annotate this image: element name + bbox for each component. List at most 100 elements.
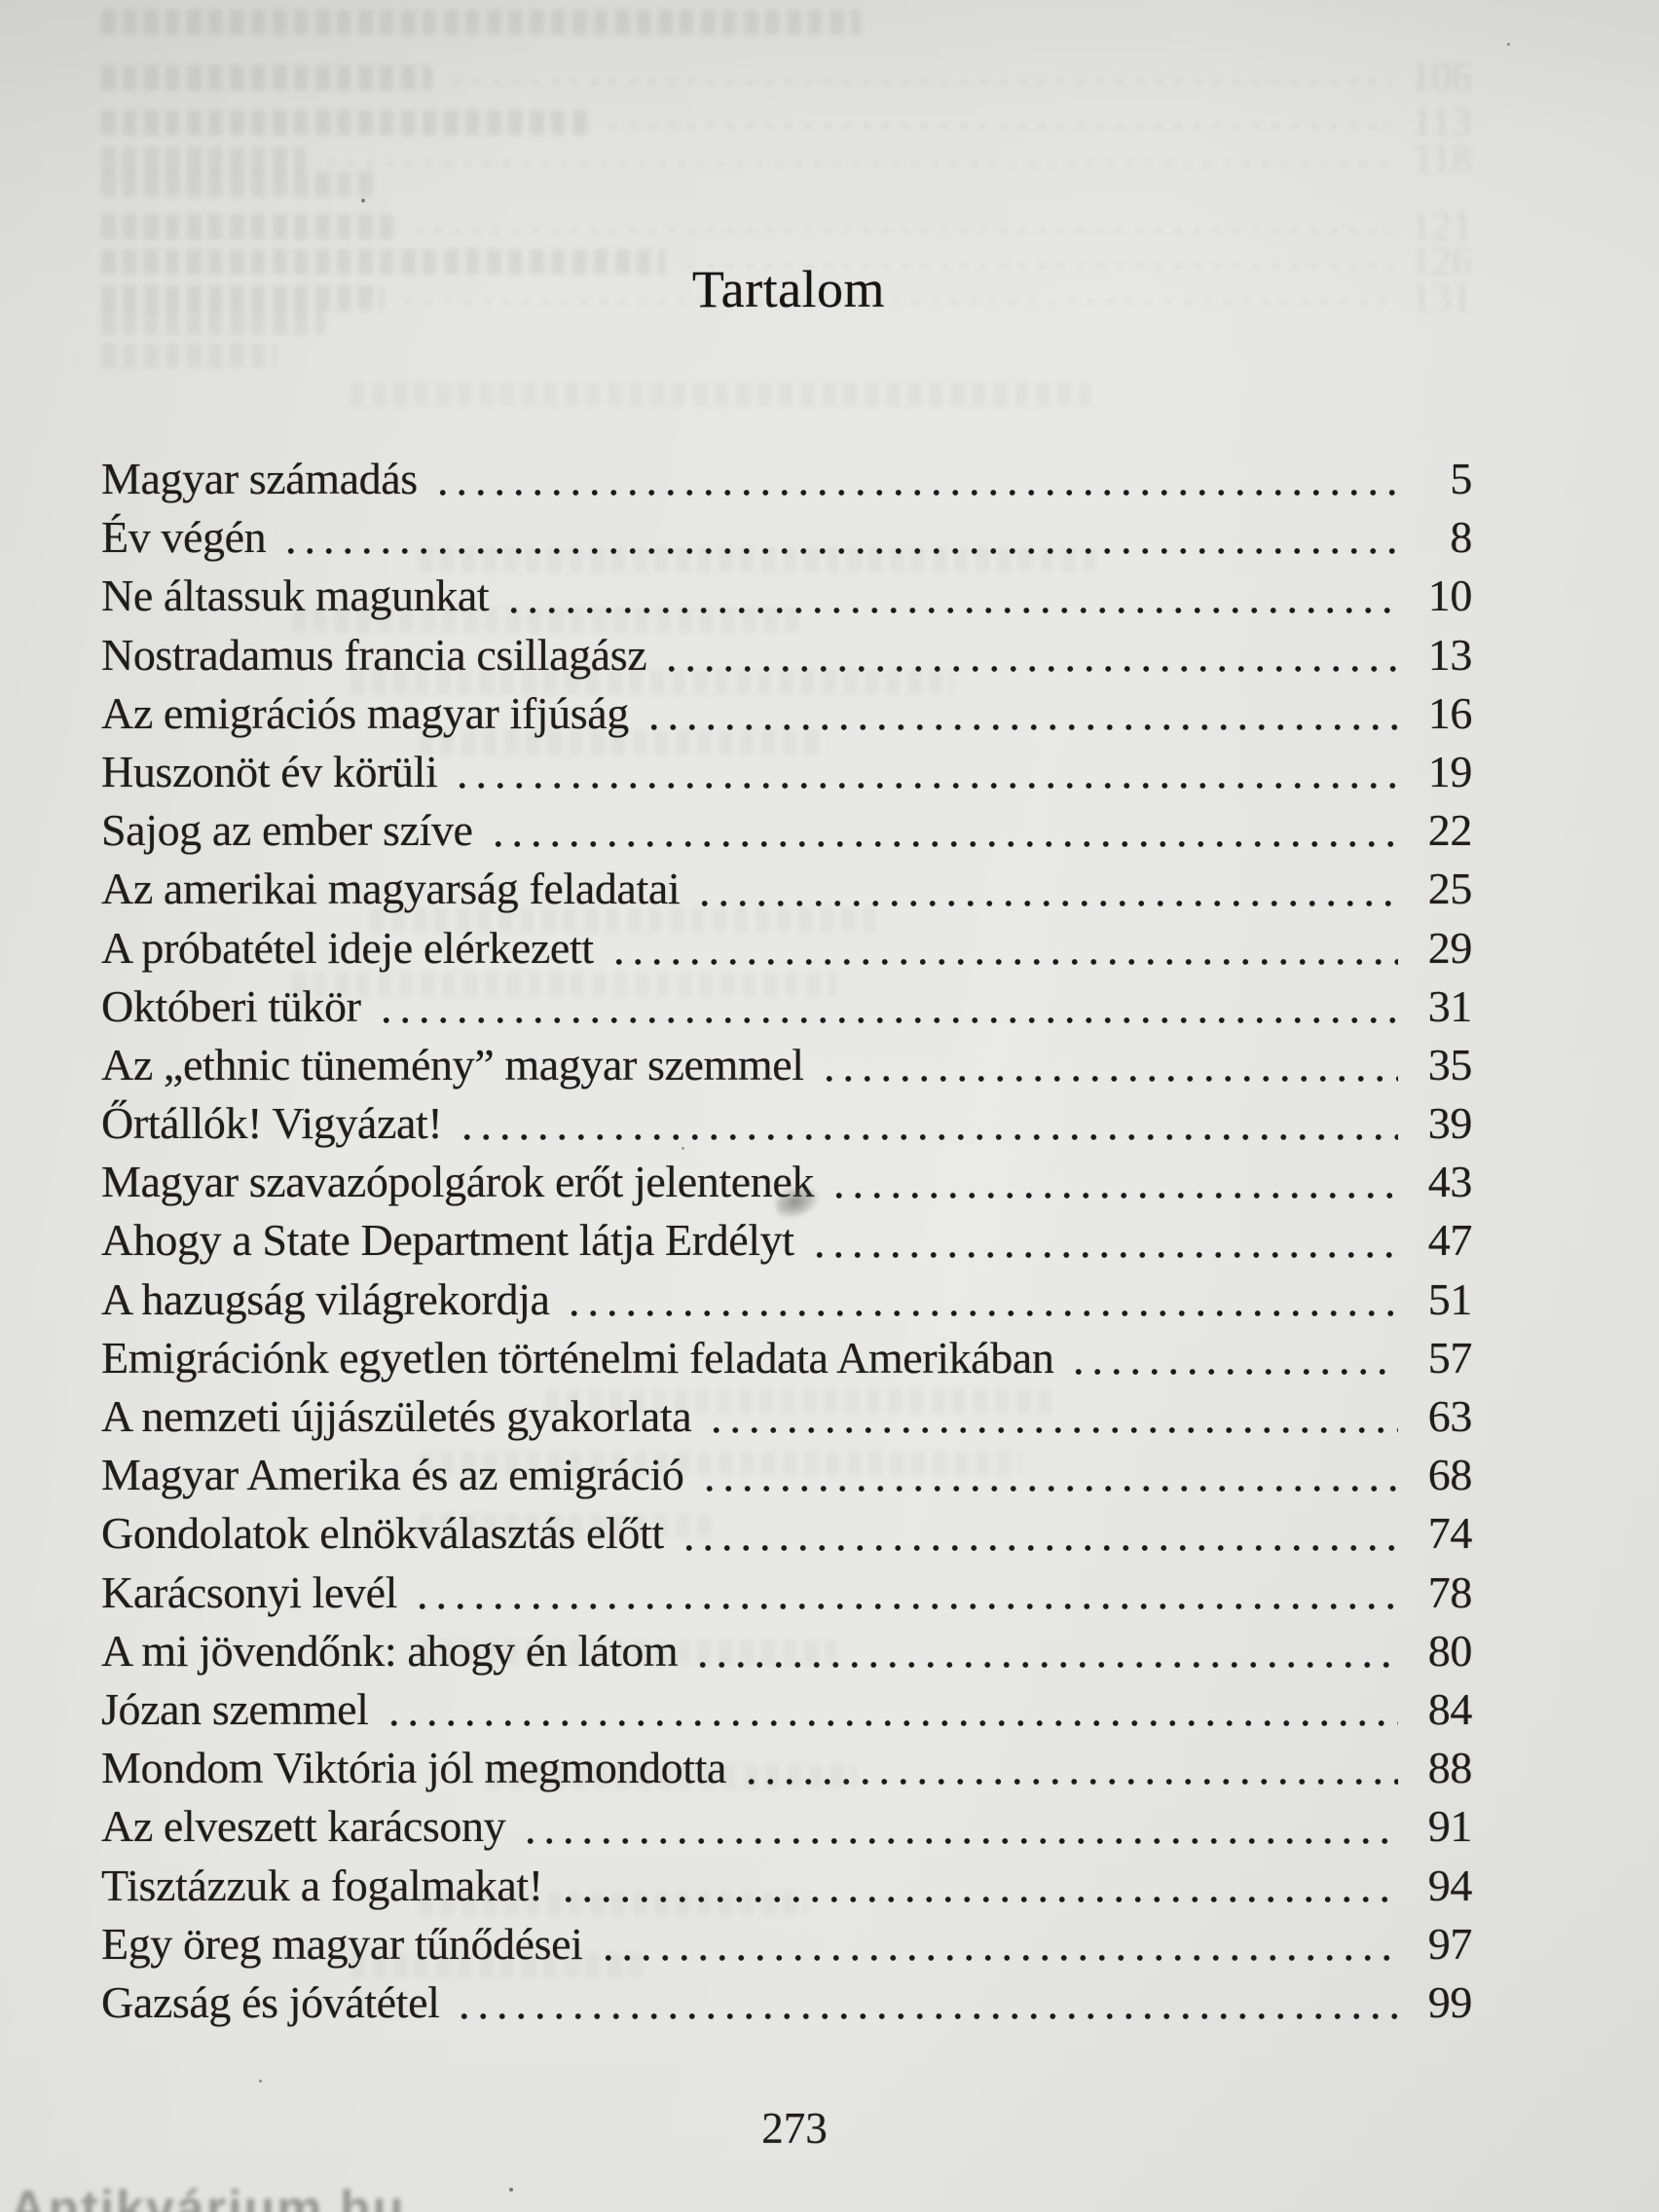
toc-entry-page-number: 8 bbox=[1450, 512, 1472, 563]
bleed-through-line bbox=[101, 171, 1472, 197]
paper-speck bbox=[361, 199, 365, 203]
folio-page-number: 273 bbox=[761, 2104, 828, 2153]
toc-entry: Magyar szavazópolgárok erőt jelentenek 43 bbox=[101, 1153, 1472, 1211]
dot-leader bbox=[691, 1660, 1398, 1669]
bleed-through-line: 113 bbox=[101, 99, 1472, 146]
toc-entry-page-number: 39 bbox=[1427, 1098, 1473, 1149]
bleed-through-text-smear bbox=[350, 670, 954, 695]
toc-entry: Karácsonyi levél 78 bbox=[101, 1564, 1472, 1622]
toc-entry-title: Józan szemmel bbox=[101, 1683, 369, 1734]
bleed-through-text-smear bbox=[350, 1953, 643, 1978]
toc-entry: Az „ethnic tünemény” magyar szemmel 35 bbox=[101, 1036, 1472, 1094]
bleed-through-dot-leader bbox=[682, 263, 1392, 269]
toc-entry-page-number: 25 bbox=[1427, 864, 1473, 914]
toc-entry-page-number: 22 bbox=[1427, 805, 1473, 856]
dot-leader bbox=[410, 1602, 1398, 1610]
bleed-through-text-smear bbox=[101, 171, 374, 197]
bleed-through-text-smear bbox=[545, 1388, 1051, 1414]
bleed-through-line bbox=[350, 670, 954, 695]
bleed-through-line bbox=[350, 382, 1090, 407]
bleed-through-text-smear bbox=[101, 147, 306, 172]
bleed-through-line bbox=[419, 1891, 808, 1916]
toc-entry: Huszonöt év körüli 19 bbox=[101, 743, 1472, 801]
toc-entry-page-number: 47 bbox=[1427, 1215, 1473, 1266]
bleed-through-dot-leader bbox=[604, 124, 1392, 129]
toc-entry: Mondom Viktória jól megmondotta 88 bbox=[101, 1739, 1472, 1797]
dot-leader bbox=[563, 1309, 1398, 1317]
bleed-through-text-smear bbox=[419, 1891, 808, 1916]
bleed-through-line bbox=[101, 343, 1472, 368]
dot-leader bbox=[693, 899, 1398, 907]
bleed-through-text-smear bbox=[101, 110, 588, 135]
bleed-through-dot-leader bbox=[448, 79, 1392, 85]
toc-entry-page-number: 29 bbox=[1427, 922, 1473, 973]
toc-entry-title: Magyar Amerika és az emigráció bbox=[101, 1450, 684, 1500]
dot-leader bbox=[697, 1485, 1398, 1493]
bleed-through-text-smear bbox=[101, 65, 432, 91]
toc-entry-title: Az „ethnic tünemény” magyar szemmel bbox=[101, 1039, 804, 1089]
toc-entry: Nostradamus francia csillagász 13 bbox=[101, 626, 1472, 684]
bleed-through-line bbox=[101, 310, 1472, 335]
toc-entry-title: Októberi tükör bbox=[101, 980, 361, 1031]
toc-entry: Októberi tükör 31 bbox=[101, 977, 1472, 1036]
bleed-through-page-number: 113 bbox=[1412, 100, 1472, 145]
dot-leader bbox=[382, 1719, 1398, 1728]
dot-leader bbox=[807, 1250, 1398, 1259]
dot-leader bbox=[677, 1543, 1398, 1552]
toc-entry-title: Tisztázzuk a fogalmakat! bbox=[101, 1860, 543, 1910]
bleed-through-text-smear bbox=[350, 382, 1090, 407]
toc-entry: Magyar Amerika és az emigráció 68 bbox=[101, 1446, 1472, 1504]
toc-entry-title: A próbatétel ideje elérkezett bbox=[101, 922, 594, 973]
bleed-through-text-smear bbox=[419, 1640, 837, 1665]
toc-entry-title: Magyar szavazópolgárok erőt jelentenek bbox=[101, 1157, 814, 1207]
dot-leader bbox=[486, 840, 1398, 849]
toc-entry-page-number: 80 bbox=[1427, 1625, 1473, 1676]
bleed-through-line bbox=[370, 907, 876, 933]
toc-entry: A próbatétel ideje elérkezett 29 bbox=[101, 919, 1472, 977]
toc-entry-title: Ahogy a State Department látja Erdélyt bbox=[101, 1215, 794, 1266]
dot-leader bbox=[279, 547, 1398, 556]
toc-entry: Ne áltassuk magunkat 10 bbox=[101, 567, 1472, 625]
bleed-through-line bbox=[419, 1513, 711, 1538]
toc-entry: Egy öreg magyar tűnődései 97 bbox=[101, 1915, 1472, 1973]
toc-entry: Magyar számadás 5 bbox=[101, 450, 1472, 508]
toc-entry: Az emigrációs magyar ifjúság 16 bbox=[101, 684, 1472, 743]
toc-entry-page-number: 91 bbox=[1427, 1801, 1473, 1852]
toc-entry-title: Év végén bbox=[101, 512, 267, 563]
dot-leader bbox=[556, 1895, 1398, 1903]
toc-entry-page-number: 68 bbox=[1427, 1450, 1473, 1500]
dot-leader bbox=[705, 1426, 1398, 1435]
bleed-through-page-number: 106 bbox=[1411, 55, 1472, 100]
bleed-through-line bbox=[419, 1451, 1022, 1476]
bleed-through-text-smear bbox=[101, 10, 861, 35]
toc-entry-title: Karácsonyi levél bbox=[101, 1567, 397, 1617]
bleed-through-dot-leader bbox=[321, 161, 1392, 166]
bleed-through-text-smear bbox=[419, 1451, 1022, 1476]
toc-entry: Tisztázzuk a fogalmakat! 94 bbox=[101, 1857, 1472, 1915]
toc-entry-title: Gondolatok elnökválasztás előtt bbox=[101, 1508, 664, 1559]
watermark: Antikvárium.hu bbox=[10, 2181, 406, 2212]
dot-leader bbox=[607, 957, 1398, 966]
bleed-through-text-smear bbox=[101, 214, 393, 240]
bleed-through-line bbox=[419, 730, 828, 756]
dot-leader bbox=[596, 1953, 1398, 1962]
paper-speck bbox=[682, 1147, 684, 1150]
bleed-through-line bbox=[545, 1388, 1051, 1414]
bleed-through-line bbox=[292, 972, 837, 997]
page-title: Tartalom bbox=[691, 260, 886, 318]
bleed-through-page-number: 131 bbox=[1411, 276, 1472, 320]
bleed-through-text-smear bbox=[101, 343, 276, 368]
toc-entry-page-number: 88 bbox=[1427, 1743, 1473, 1793]
toc-entry-title: Emigrációnk egyetlen történelmi feladata… bbox=[101, 1332, 1054, 1382]
bleed-through-line bbox=[101, 10, 1472, 35]
toc-entry-page-number: 97 bbox=[1427, 1918, 1473, 1969]
toc-entry-title: A hazugság világrekordja bbox=[101, 1273, 550, 1324]
bleed-through-text-smear bbox=[419, 1513, 711, 1538]
bleed-through-line: 106 bbox=[101, 55, 1472, 101]
dot-leader bbox=[502, 606, 1398, 614]
toc-entry-page-number: 63 bbox=[1427, 1391, 1473, 1441]
dot-leader bbox=[817, 1075, 1398, 1084]
toc-entry-title: Gazság és jóvátétel bbox=[101, 1976, 440, 2027]
toc-entry-title: Az elveszett karácsony bbox=[101, 1801, 506, 1852]
toc-entry-page-number: 94 bbox=[1427, 1860, 1473, 1910]
